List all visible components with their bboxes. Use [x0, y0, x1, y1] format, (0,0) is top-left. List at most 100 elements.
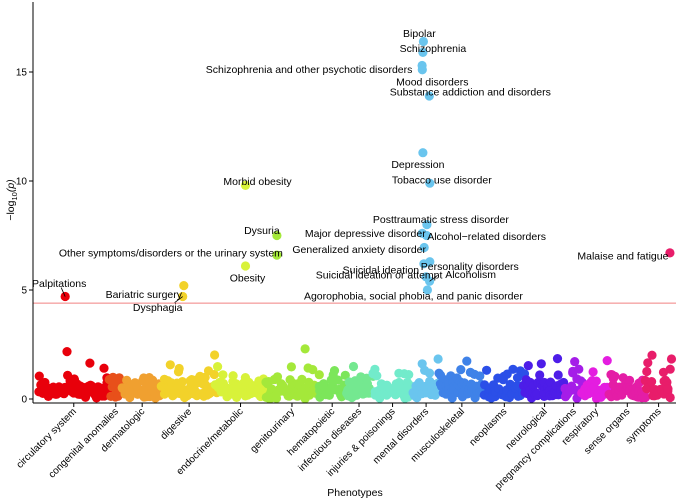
point-neoplasms	[508, 364, 518, 374]
point-mental-disorders	[424, 368, 435, 378]
annotation-alcohol-related-disorders: Alcohol−related disorders	[427, 231, 546, 243]
annotation-suicidal-ideation: Suicidal ideation	[343, 264, 420, 276]
point-genitourinary	[308, 365, 318, 375]
point-sense-organs	[640, 392, 651, 403]
significant-point-alcohol-related-disorders	[422, 230, 432, 241]
y-axis-title-suffix: (p)	[5, 179, 17, 192]
point-genitourinary	[300, 344, 310, 354]
point-musculoskeletal	[447, 393, 457, 403]
point-symptoms	[665, 364, 675, 374]
point-digestive	[177, 377, 187, 387]
point-symptoms	[663, 384, 673, 394]
point-symptoms	[666, 354, 677, 364]
point-neurological	[523, 361, 533, 371]
point-endocrine-metabolic	[228, 371, 238, 381]
points-layer	[34, 344, 677, 404]
point-digestive	[174, 363, 184, 374]
annotation-dysphagia: Dysphagia	[133, 302, 183, 314]
point-sense-organs	[610, 371, 620, 381]
significant-point-bariatric-surgery	[179, 281, 189, 291]
point-neoplasms	[512, 373, 523, 383]
point-sense-organs	[625, 375, 635, 385]
annotation-depression: Depression	[391, 159, 444, 171]
x-axis-title: Phenotypes	[327, 487, 382, 499]
point-respiratory	[602, 356, 612, 366]
point-infectious-diseases	[348, 361, 359, 372]
annotation-malaise-and-fatigue: Malaise and fatigue	[577, 250, 668, 262]
y-axis-title-subscript: 10	[10, 192, 19, 200]
point-neurological	[552, 354, 563, 364]
y-axis-title-prefix: −log	[5, 200, 17, 220]
point-mental-disorders	[431, 388, 441, 398]
point-symptoms	[647, 377, 657, 387]
point-neurological	[536, 359, 546, 369]
point-genitourinary	[271, 393, 282, 403]
annotation-other-symptoms-disorders-or-the-urinary-system: Other symptoms/disorders or the urinary …	[59, 248, 283, 260]
significant-point-other-symptoms-disorders-or-the-urinary-system	[272, 250, 282, 260]
x-tick-label-digestive: digestive	[159, 406, 195, 442]
point-neurological	[535, 370, 545, 380]
point-genitourinary	[297, 374, 307, 384]
point-symptoms	[643, 358, 653, 368]
annotation-major-depressive-disorder: Major depressive disorder	[305, 228, 426, 240]
y-tick-label-5: 5	[21, 286, 27, 297]
leader-line-dysphagia	[174, 296, 183, 303]
point-pregnancy-complications	[570, 357, 580, 367]
point-digestive	[165, 360, 175, 370]
significant-point-dysuria	[272, 230, 282, 241]
leader-line-palpitations	[60, 287, 66, 297]
point-hematopoietic	[340, 370, 350, 380]
significant-point-bipolar	[418, 36, 428, 47]
point-hematopoietic	[333, 375, 343, 385]
point-musculoskeletal	[462, 356, 472, 366]
y-axis-title: −log10(p)	[5, 179, 19, 220]
point-genitourinary	[314, 370, 324, 380]
annotation-agorophobia-social-phobia-and-panic-disorder: Agorophobia, social phobia, and panic di…	[304, 291, 523, 303]
annotation-obesity: Obesity	[230, 273, 266, 285]
point-injuries-poisonings	[404, 370, 414, 380]
significant-point-malaise-and-fatigue	[665, 248, 675, 258]
annotation-schizophrenia: Schizophrenia	[400, 43, 467, 55]
significant-point-personality-disorders	[425, 257, 435, 267]
x-tick-label-neoplasms: neoplasms	[467, 406, 509, 448]
y-tick-label-15: 15	[16, 68, 28, 79]
annotation-palpitations: Palpitations	[32, 278, 86, 290]
significant-point-posttraumatic-stress-disorder	[422, 220, 432, 230]
point-neoplasms	[482, 365, 492, 375]
point-injuries-poisonings	[372, 371, 382, 381]
point-symptoms	[665, 392, 675, 403]
annotation-suicidal-ideation-or-attempt: Suicidal ideation or attempt	[316, 269, 443, 281]
point-digestive	[209, 369, 219, 380]
annotation-alcoholism: Alcoholism	[445, 269, 496, 281]
point-respiratory	[588, 367, 598, 377]
point-symptoms	[642, 366, 652, 377]
point-mental-disorders	[433, 354, 443, 364]
annotations-layer: Bipolar Schizophrenia Schizophrenia and ot…	[32, 28, 669, 314]
annotation-bipolar: Bipolar	[403, 28, 436, 40]
point-pregnancy-complications	[574, 364, 584, 374]
significant-point-morbid-obesity	[240, 180, 251, 190]
annotation-posttraumatic-stress-disorder: Posttraumatic stress disorder	[373, 214, 509, 226]
point-circulatory-system	[34, 371, 44, 381]
annotation-personality-disorders: Personality disorders	[421, 261, 519, 273]
point-circulatory-system	[85, 358, 95, 368]
point-circulatory-system	[62, 347, 72, 357]
y-tick-label-0: 0	[21, 395, 27, 406]
point-neurological	[553, 370, 563, 380]
significant-point-generalized-anxiety-disorder	[419, 242, 429, 253]
point-musculoskeletal	[456, 365, 466, 375]
point-musculoskeletal	[475, 371, 485, 381]
point-circulatory-system	[99, 363, 109, 373]
significant-point-mood-disorders	[417, 65, 427, 75]
annotation-generalized-anxiety-disorder: Generalized anxiety disorder	[292, 244, 426, 256]
annotation-substance-addiction-and-disorders: Substance addiction and disorders	[390, 87, 551, 99]
significant-point-obesity	[240, 261, 251, 271]
y-tick-label-10: 10	[16, 177, 28, 188]
significant-point-substance-addiction-and-disorders	[424, 91, 434, 101]
significant-point-depression	[418, 148, 428, 158]
annotation-bariatric-surgery: Bariatric surgery	[106, 289, 183, 301]
point-genitourinary	[286, 362, 296, 372]
annotation-mood-disorders: Mood disorders	[396, 76, 468, 88]
point-symptoms	[647, 350, 657, 360]
